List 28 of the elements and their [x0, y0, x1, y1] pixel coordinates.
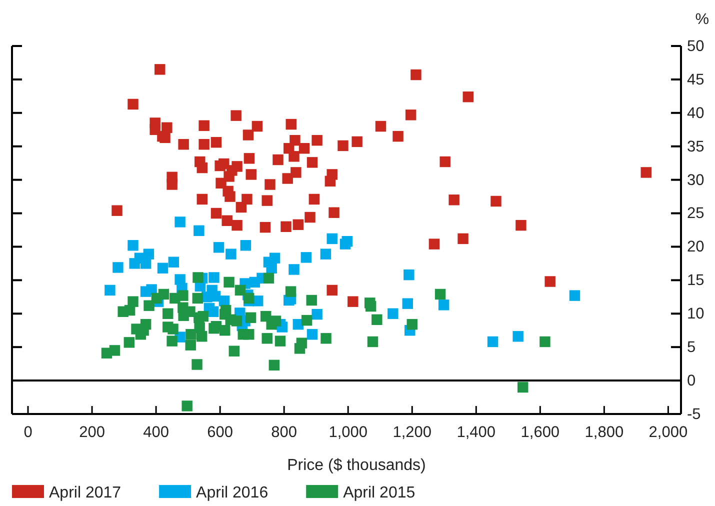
x-tick-label: 1,800	[584, 424, 624, 442]
legend-label: April 2015	[343, 484, 416, 502]
y-tick-label: -5	[687, 406, 701, 423]
y-tick-label: 45	[687, 71, 704, 88]
y-tick-label: 50	[687, 38, 705, 55]
y-tick-label: 20	[687, 238, 705, 256]
x-axis-title: Price ($ thousands)	[287, 457, 426, 474]
y-tick-label: 25	[687, 205, 704, 222]
y-tick-label: 10	[687, 306, 705, 323]
x-tick-label: 600	[207, 424, 234, 442]
y-tick-label: 30	[687, 172, 705, 189]
y-tick-label: 40	[687, 104, 705, 122]
x-tick-label: 2,000	[648, 424, 688, 442]
legend-label: April 2017	[49, 484, 122, 502]
y-tick-label: 15	[687, 272, 704, 290]
y-axis-title: %	[695, 11, 710, 28]
x-tick-label: 400	[143, 424, 170, 442]
x-tick-label: 1,200	[392, 424, 432, 442]
y-tick-label: 5	[687, 339, 696, 356]
y-tick-label: 0	[687, 372, 696, 390]
legend-label: April 2016	[196, 484, 268, 502]
y-tick-label: 35	[687, 138, 704, 156]
x-tick-label: 1,000	[328, 424, 368, 442]
x-tick-label: 1,400	[456, 424, 496, 442]
x-tick-label: 0	[24, 424, 33, 442]
x-tick-label: 800	[271, 424, 298, 442]
x-tick-label: 1,600	[520, 424, 560, 442]
x-tick-label: 200	[79, 424, 106, 442]
